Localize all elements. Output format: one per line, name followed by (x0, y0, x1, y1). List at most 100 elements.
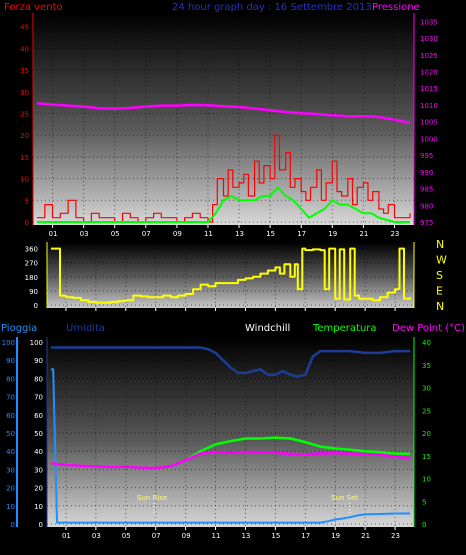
wind-direction-line (51, 247, 411, 304)
hour-tick-label: 15 (271, 532, 280, 540)
direction-axis-tick-label: 0 (34, 302, 38, 310)
humidity-axis-tick-label: 60 (34, 412, 43, 420)
direction-axis-tick-label: 90 (29, 288, 38, 296)
rain-axis-tick-label: 20 (6, 485, 15, 493)
hour-tick-label: 19 (328, 230, 337, 238)
hour-tick-label: 15 (266, 230, 275, 238)
humidity-axis-tick-label: 50 (34, 430, 43, 438)
header-pioggia-label: Pioggia (1, 323, 37, 334)
humidity-axis-tick-label: 80 (34, 375, 43, 383)
rain-axis-tick-label: 60 (6, 412, 15, 420)
rain-axis-tick-label: 70 (6, 394, 15, 402)
pressure-axis-tick-label: 980 (420, 202, 433, 210)
temperature-axis-tick-label: 35 (422, 362, 431, 370)
wind-axis-tick-label: 0 (25, 219, 29, 227)
wind-axis-tick-label: 15 (20, 154, 29, 162)
hour-tick-label: 03 (80, 230, 89, 238)
hour-tick-label: 07 (142, 230, 151, 238)
pressure-axis-tick-label: 975 (420, 219, 433, 227)
temperature-axis-tick-label: 40 (422, 339, 431, 347)
temperature-axis-tick-label: 20 (422, 430, 431, 438)
wind-axis-tick-label: 10 (20, 176, 29, 184)
pressure-axis-tick-label: 1010 (420, 102, 438, 110)
hour-tick-label: 11 (204, 230, 213, 238)
rain-axis-tick-label: 40 (6, 448, 15, 456)
pressure-axis-tick-label: 995 (420, 152, 433, 160)
wind-axis-tick-label: 20 (20, 132, 29, 140)
hour-tick-label: 19 (331, 532, 340, 540)
header-windchill-label: Windchill (245, 323, 290, 334)
series-layer (36, 102, 411, 524)
hour-tick-label: 03 (92, 532, 101, 540)
temperature-axis-tick-label: 5 (422, 498, 426, 506)
hour-tick-label: 17 (301, 532, 310, 540)
pressure-axis-tick-label: 1015 (420, 85, 438, 93)
rain-axis-tick-label: 90 (6, 357, 15, 365)
hour-tick-label: 13 (241, 532, 250, 540)
humidity-axis-tick-label: 40 (34, 448, 43, 456)
wind-axis-tick-label: 5 (25, 197, 29, 205)
sunrise-annotation: Sun Rise (137, 494, 167, 502)
hour-tick-label: 13 (235, 230, 244, 238)
hour-tick-label: 01 (62, 532, 71, 540)
temperature-axis-tick-label: 10 (422, 476, 431, 484)
header-date-title: 24 hour graph day : 16 Settembre 2013 (172, 2, 372, 13)
compass-direction-label: N (436, 238, 444, 251)
grid-layer (33, 13, 414, 527)
rain-line (51, 368, 410, 524)
sunset-annotation: Sun Set (331, 494, 358, 502)
rain-axis-tick-label: 100 (2, 339, 15, 347)
temperature-axis-tick-label: 25 (422, 407, 431, 415)
pressure-axis-tick-label: 1000 (420, 135, 438, 143)
panel-2-plot-area (47, 242, 414, 308)
compass-direction-label: S (436, 269, 443, 282)
temperature-axis-tick-label: 0 (422, 521, 426, 529)
header-umidita-label: Umidita (66, 323, 105, 334)
temperature-axis-tick-label: 30 (422, 385, 431, 393)
hour-tick-label: 09 (182, 532, 191, 540)
wind-axis-tick-label: 35 (20, 67, 29, 75)
pressure-axis-tick-label: 1025 (420, 52, 438, 60)
wind-axis-tick-label: 40 (20, 45, 29, 53)
pressure-line (36, 102, 411, 125)
wind-axis-tick-label: 45 (20, 24, 29, 32)
pressure-axis-tick-label: 1005 (420, 119, 438, 127)
hour-tick-label: 05 (122, 532, 131, 540)
header-wind-speed-label: Forza vento (4, 2, 63, 13)
header-pressure-label: Pressione (372, 2, 420, 13)
hour-tick-label: 01 (49, 230, 58, 238)
panel-3-plot-area (47, 337, 414, 527)
temperature-axis-tick-label: 15 (422, 453, 431, 461)
direction-axis-tick-label: 270 (25, 260, 38, 268)
header-dewpoint-label: Dew Point (°C) (392, 323, 465, 334)
humidity-axis-tick-label: 0 (39, 521, 43, 529)
hour-tick-label: 17 (297, 230, 306, 238)
rain-axis-tick-label: 80 (6, 375, 15, 383)
rain-axis-tick-label: 30 (6, 466, 15, 474)
pressure-axis-tick-label: 1035 (420, 18, 438, 26)
wind-axis-tick-label: 25 (20, 110, 29, 118)
rain-axis-tick-label: 0 (11, 521, 15, 529)
compass-direction-label: W (436, 254, 447, 267)
humidity-line (51, 346, 410, 378)
hour-tick-label: 09 (173, 230, 182, 238)
hour-tick-label: 05 (111, 230, 120, 238)
humidity-axis-tick-label: 100 (30, 339, 43, 347)
hour-tick-label: 07 (152, 532, 161, 540)
humidity-axis-tick-label: 10 (34, 503, 43, 511)
hour-tick-label: 23 (390, 230, 399, 238)
pressure-axis-tick-label: 1030 (420, 35, 438, 43)
direction-axis-tick-label: 360 (25, 246, 38, 254)
humidity-axis-tick-label: 30 (34, 466, 43, 474)
wind-axis-tick-label: 30 (20, 89, 29, 97)
humidity-axis-tick-label: 70 (34, 394, 43, 402)
hour-tick-label: 21 (359, 230, 368, 238)
compass-direction-label: E (436, 285, 443, 298)
hour-tick-label: 21 (361, 532, 370, 540)
wind-gust-line (37, 186, 410, 223)
rain-axis-tick-label: 10 (6, 503, 15, 511)
humidity-axis-tick-label: 90 (34, 357, 43, 365)
compass-direction-label: N (436, 300, 444, 313)
